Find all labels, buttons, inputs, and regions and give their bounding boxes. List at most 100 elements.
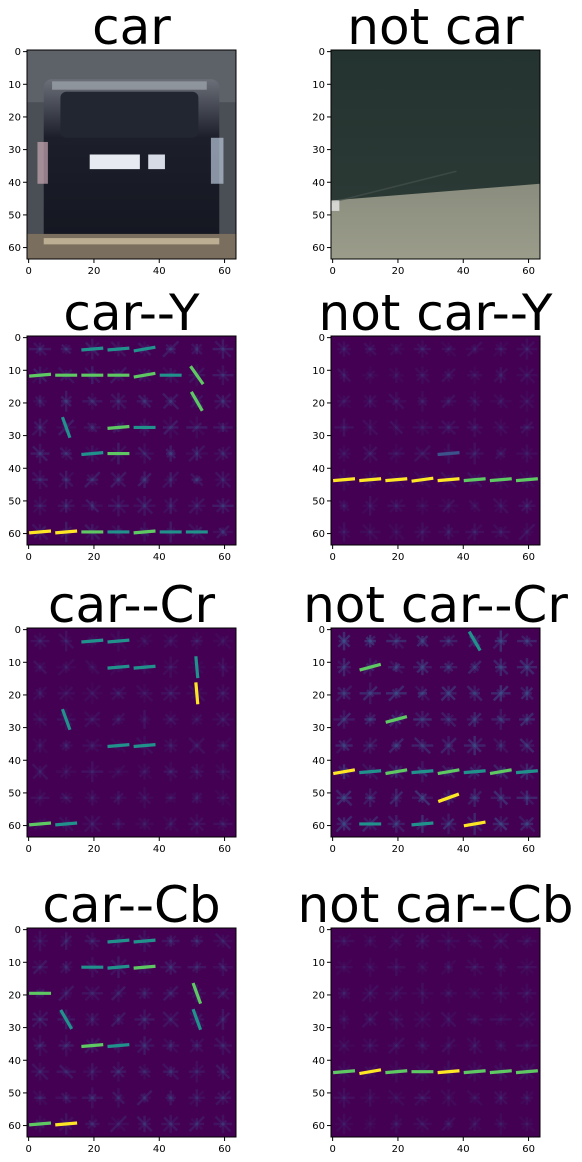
x-tick-label: 40 xyxy=(153,844,166,855)
x-tick-label: 60 xyxy=(522,266,535,277)
axes-frame xyxy=(26,49,237,260)
y-tick-label: 40 xyxy=(312,178,325,189)
y-tick-label: 50 xyxy=(8,496,21,507)
y-tick-label: 40 xyxy=(312,756,325,767)
y-tick-label: 40 xyxy=(8,178,21,189)
y-tick-label: 60 xyxy=(312,529,325,540)
axes-frame xyxy=(26,927,237,1138)
y-tick-label: 20 xyxy=(312,690,325,701)
x-tick-label: 0 xyxy=(25,266,31,277)
subplot-title: not car xyxy=(347,0,524,56)
subplot-title: not car--Cr xyxy=(303,576,568,634)
y-tick-label: 10 xyxy=(312,958,325,969)
subplot-7: car--Cb 0 20 40 60 0 10 20 30 40 50 60 xyxy=(8,876,237,1155)
y-tick-label: 50 xyxy=(8,210,21,221)
y-tick-label: 50 xyxy=(312,1088,325,1099)
x-tick-label: 40 xyxy=(153,266,166,277)
axes-frame xyxy=(26,627,237,838)
y-tick-label: 30 xyxy=(312,145,325,156)
axes-frame xyxy=(26,335,237,546)
y-tick-label: 30 xyxy=(8,431,21,442)
image-patch xyxy=(330,50,540,259)
y-tick-label: 10 xyxy=(8,658,21,669)
y-tick-label: 10 xyxy=(312,658,325,669)
y-tick-label: 30 xyxy=(8,723,21,734)
y-tick-label: 20 xyxy=(312,990,325,1001)
y-tick-label: 10 xyxy=(312,366,325,377)
x-tick-label: 60 xyxy=(522,552,535,563)
y-tick-label: 20 xyxy=(312,398,325,409)
x-tick-label: 0 xyxy=(329,844,335,855)
hog-heatmap xyxy=(331,928,540,1137)
subplot-5: car--Cr 0 20 40 60 0 10 20 30 40 50 60 xyxy=(8,576,237,855)
subplot-3: car--Y 0 20 40 60 0 10 20 30 40 50 60 xyxy=(8,284,237,563)
y-tick-label: 60 xyxy=(8,529,21,540)
x-tick-label: 0 xyxy=(25,844,31,855)
axes-frame xyxy=(330,335,541,546)
subplot-1: car 0 20 40 60 0 10 20 30 40 50 60 xyxy=(8,0,237,277)
x-tick-label: 20 xyxy=(392,552,405,563)
y-tick-label: 60 xyxy=(8,1121,21,1132)
y-tick-label: 10 xyxy=(8,366,21,377)
subplot-title: car--Cr xyxy=(48,576,215,634)
y-tick-label: 20 xyxy=(312,112,325,123)
y-tick-label: 50 xyxy=(312,496,325,507)
x-tick-label: 40 xyxy=(457,266,470,277)
y-tick-label: 60 xyxy=(312,1121,325,1132)
x-tick-label: 0 xyxy=(329,552,335,563)
x-tick-label: 60 xyxy=(218,266,231,277)
y-tick-label: 0 xyxy=(319,925,325,936)
x-tick-label: 40 xyxy=(153,1144,166,1155)
x-tick-label: 0 xyxy=(25,552,31,563)
y-tick-label: 0 xyxy=(15,625,21,636)
x-tick-label: 20 xyxy=(88,844,101,855)
x-tick-label: 20 xyxy=(88,552,101,563)
x-tick-label: 20 xyxy=(88,1144,101,1155)
x-tick-label: 40 xyxy=(457,1144,470,1155)
x-tick-label: 20 xyxy=(392,1144,405,1155)
y-tick-label: 50 xyxy=(8,1088,21,1099)
y-tick-label: 40 xyxy=(8,756,21,767)
axes-frame xyxy=(330,927,541,1138)
y-tick-label: 60 xyxy=(312,243,325,254)
y-tick-label: 0 xyxy=(15,925,21,936)
hog-heatmap xyxy=(331,628,540,837)
x-tick-label: 40 xyxy=(457,552,470,563)
y-tick-label: 40 xyxy=(8,1056,21,1067)
subplot-2: not car 0 20 40 60 0 10 20 30 40 50 60 xyxy=(312,0,541,277)
y-tick-label: 50 xyxy=(312,788,325,799)
x-tick-label: 0 xyxy=(329,1144,335,1155)
y-tick-label: 50 xyxy=(8,788,21,799)
subplot-title: car--Cb xyxy=(42,876,220,934)
y-tick-label: 30 xyxy=(312,1023,325,1034)
y-tick-label: 0 xyxy=(319,333,325,344)
image-patch xyxy=(27,50,236,259)
x-tick-label: 60 xyxy=(218,1144,231,1155)
y-tick-label: 20 xyxy=(8,990,21,1001)
y-tick-label: 10 xyxy=(312,80,325,91)
y-tick-label: 30 xyxy=(312,431,325,442)
y-tick-label: 40 xyxy=(8,464,21,475)
y-tick-label: 10 xyxy=(8,958,21,969)
axes-frame xyxy=(330,627,541,838)
y-tick-label: 40 xyxy=(312,1056,325,1067)
x-tick-label: 0 xyxy=(329,266,335,277)
x-tick-label: 60 xyxy=(218,552,231,563)
y-tick-label: 30 xyxy=(312,723,325,734)
y-tick-label: 20 xyxy=(8,398,21,409)
x-tick-label: 40 xyxy=(153,552,166,563)
y-tick-label: 0 xyxy=(319,625,325,636)
y-tick-label: 30 xyxy=(8,145,21,156)
hog-heatmap xyxy=(27,336,236,545)
subplot-title: car xyxy=(92,0,171,56)
y-tick-label: 40 xyxy=(312,464,325,475)
y-tick-label: 10 xyxy=(8,80,21,91)
subplot-title: not car--Y xyxy=(319,284,553,342)
y-tick-label: 60 xyxy=(8,821,21,832)
y-tick-label: 60 xyxy=(8,243,21,254)
subplot-title: car--Y xyxy=(63,284,200,342)
hog-heatmap xyxy=(27,928,236,1137)
